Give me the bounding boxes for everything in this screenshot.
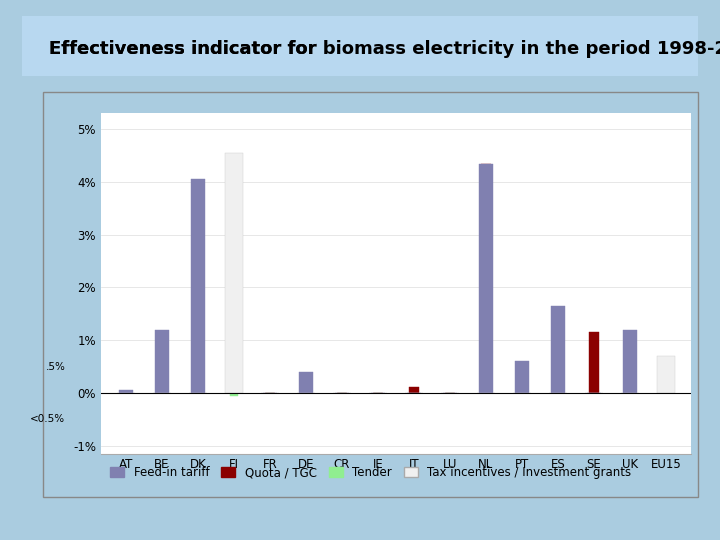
Bar [480,164,492,393]
Text: Effectiveness indicator for biomass electricity in the period 1998-2003.: Effectiveness indicator for biomass elec… [49,40,720,58]
Bar [515,361,529,393]
Bar [230,393,238,396]
Bar [156,348,168,393]
Legend: Feed-in tariff, Quota / TGC, Tender, Tax incentives / Investment grants: Feed-in tariff, Quota / TGC, Tender, Tax… [105,461,636,484]
Bar [551,306,565,393]
Bar [225,153,243,393]
Bar [623,329,637,393]
Bar [408,387,420,393]
Bar [479,164,493,393]
Text: .5%: .5% [45,362,66,372]
Bar [657,356,675,393]
Bar [299,372,313,393]
Bar [119,390,133,393]
Bar [155,329,169,393]
Bar [588,332,600,393]
Bar [191,179,205,393]
Text: <0.5%: <0.5% [30,414,66,424]
FancyBboxPatch shape [0,13,720,79]
Text: Effectiveness indicator for: Effectiveness indicator for [49,40,323,58]
Bar [590,348,598,393]
